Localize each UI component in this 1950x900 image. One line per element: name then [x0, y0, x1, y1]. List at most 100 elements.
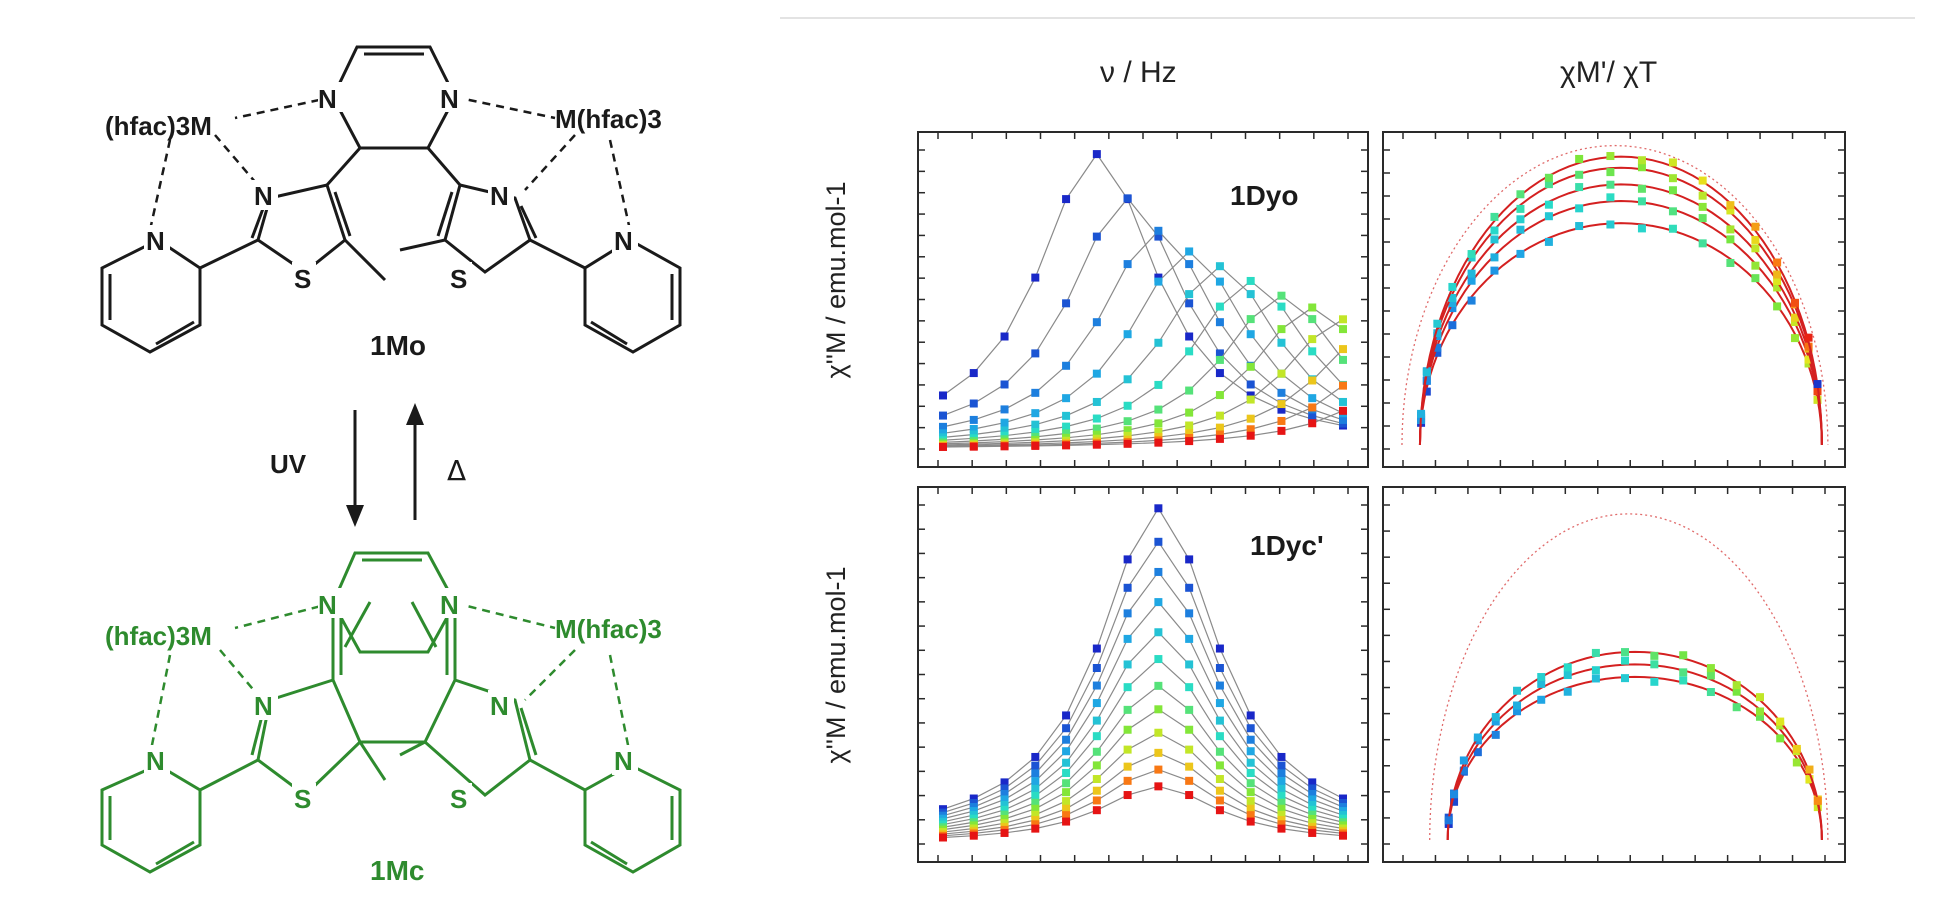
- cole-bottom-point: [1450, 790, 1459, 799]
- freq-top-point: [1185, 347, 1194, 356]
- freq-bottom-point: [1062, 779, 1071, 788]
- freq-bottom-point: [1339, 794, 1347, 803]
- cole-bottom-point: [1563, 671, 1572, 680]
- freq-top-point: [1246, 414, 1255, 423]
- cole-bottom-point: [1491, 717, 1500, 726]
- freq-bottom-point: [1154, 567, 1163, 576]
- bottom-thiazole-s-right: S: [450, 784, 467, 814]
- chart-title-1dyo: 1Dyo: [1230, 180, 1298, 211]
- cole-bottom-point: [1706, 688, 1715, 697]
- freq-bottom-point: [1185, 583, 1194, 592]
- freq-bottom-point: [1185, 555, 1194, 564]
- bottom-thiazole-s-left: S: [294, 784, 311, 814]
- cole-top-point: [1490, 266, 1499, 275]
- freq-top-point: [969, 415, 978, 424]
- cole-top-point: [1726, 206, 1735, 215]
- freq-top-point: [1062, 422, 1071, 431]
- cole-bottom-fit-curve: [1446, 650, 1823, 841]
- cole-top-point: [1606, 152, 1615, 161]
- freq-top-series-line: [942, 197, 1344, 425]
- cole-cole-plot-bottom-frame: [1382, 486, 1846, 863]
- freq-top-point: [1185, 386, 1194, 395]
- cole-bottom-point: [1473, 748, 1482, 757]
- freq-bottom-point: [1062, 747, 1071, 756]
- freq-top-point: [1277, 338, 1286, 347]
- freq-bottom-point: [1092, 747, 1101, 756]
- freq-bottom-point: [1123, 634, 1132, 643]
- freq-bottom-series-line: [942, 658, 1344, 826]
- freq-top-point: [1215, 262, 1224, 271]
- freq-bottom-point: [969, 807, 978, 816]
- freq-top-point: [1277, 416, 1286, 425]
- cole-bottom-point: [1706, 664, 1715, 673]
- cole-top-point: [1575, 154, 1584, 163]
- freq-top-point: [1339, 397, 1347, 406]
- freq-top-series-line: [942, 348, 1344, 447]
- freq-top-point: [1185, 290, 1194, 299]
- freq-bottom-series-line: [942, 768, 1344, 837]
- freq-top-point: [1277, 388, 1286, 397]
- cole-top-point: [1422, 368, 1431, 377]
- cole-top-point: [1422, 387, 1431, 396]
- cole-top-point: [1544, 212, 1553, 221]
- bottom-ring-n-left: N: [318, 590, 337, 620]
- freq-top-point: [1185, 408, 1194, 417]
- freq-bottom-point: [1123, 791, 1132, 800]
- cole-bottom-fit-curve: [1446, 675, 1823, 841]
- freq-top-point: [1123, 401, 1132, 410]
- top-pyridine-n-left: N: [146, 226, 165, 256]
- cole-bottom-point: [1591, 648, 1600, 657]
- cole-top-point: [1467, 276, 1476, 285]
- freq-top-point: [969, 369, 978, 378]
- freq-bottom-point: [1185, 791, 1194, 800]
- cole-bottom-point: [1792, 744, 1801, 753]
- freq-bottom-point: [1031, 784, 1040, 793]
- freq-top-point: [969, 442, 978, 451]
- cole-top-point: [1668, 174, 1677, 183]
- freq-top-point: [1246, 362, 1255, 371]
- freq-bottom-point: [1246, 724, 1255, 733]
- freq-top-series-line: [942, 280, 1344, 441]
- freq-bottom-point: [1154, 504, 1163, 513]
- freq-bottom-point: [1031, 810, 1040, 819]
- freq-bottom-point: [1246, 788, 1255, 797]
- freq-top-point: [1154, 338, 1163, 347]
- cole-top-point: [1448, 293, 1457, 302]
- cole-bottom-point: [1459, 766, 1468, 775]
- cole-top-point: [1637, 156, 1646, 165]
- cole-cole-plot-top-frame: [1382, 131, 1846, 468]
- molecule-open-form: [100, 45, 682, 354]
- freq-top-point: [1215, 423, 1224, 432]
- freq-top-point: [1215, 277, 1224, 286]
- freq-bottom-point: [1092, 681, 1101, 690]
- freq-top-point: [1185, 247, 1194, 256]
- freq-top-point: [1092, 232, 1101, 241]
- freq-top-point: [1185, 299, 1194, 308]
- freq-bottom-series-line: [942, 752, 1344, 835]
- cole-bottom-limit-curve: [1429, 513, 1829, 841]
- cole-top-fit-curve: [1418, 166, 1823, 446]
- freq-top-point: [939, 411, 947, 420]
- freq-bottom-point: [1246, 811, 1255, 820]
- cole-top-point: [1422, 376, 1431, 385]
- freq-bottom-point: [1277, 810, 1286, 819]
- cole-top-point: [1637, 224, 1646, 233]
- top-thiazole-s-right: S: [450, 264, 467, 294]
- cole-bottom-point: [1776, 734, 1785, 743]
- cole-top-point: [1773, 258, 1782, 267]
- freq-top-point: [1277, 405, 1286, 414]
- freq-top-point: [939, 442, 947, 451]
- freq-bottom-point: [1308, 789, 1317, 798]
- freq-top-point: [1000, 405, 1009, 414]
- freq-top-point: [1154, 277, 1163, 286]
- freq-bottom-point: [1154, 537, 1163, 546]
- uv-label: UV: [270, 449, 307, 479]
- freq-top-point: [1092, 414, 1101, 423]
- freq-top-point: [1246, 391, 1255, 400]
- freq-bottom-point: [1215, 699, 1224, 708]
- bottom-thiazole-n-right: N: [490, 691, 509, 721]
- freq-bottom-point: [1062, 817, 1071, 826]
- freq-top-point: [1339, 345, 1347, 354]
- freq-top-point: [1246, 380, 1255, 389]
- cole-bottom-point: [1537, 673, 1546, 682]
